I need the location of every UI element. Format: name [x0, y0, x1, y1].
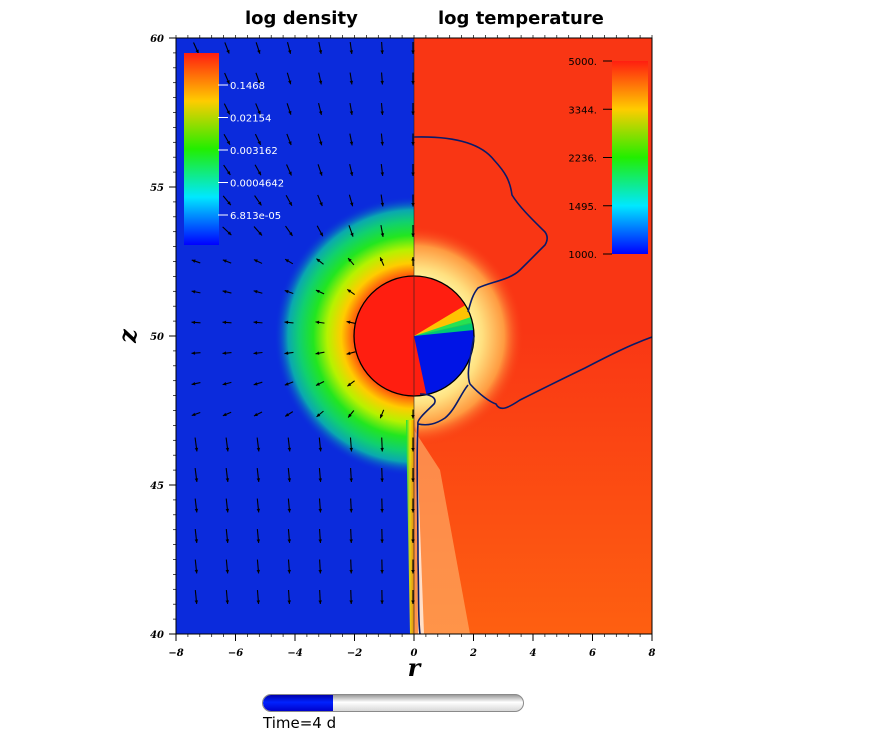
x-tick-label: 0	[411, 648, 418, 659]
temperature-legend-label: 3344.	[568, 105, 597, 116]
x-tick-label: 8	[649, 648, 656, 659]
density-legend-label: 0.0004642	[230, 179, 284, 190]
x-tick-label: 4	[530, 648, 537, 659]
x-tick-label: −2	[347, 648, 362, 659]
y-axis-label: z	[113, 328, 142, 344]
time-label: Time=4 d	[263, 714, 337, 732]
time-progress-bar	[262, 694, 524, 712]
y-tick-label: 60	[150, 34, 164, 45]
temperature-legend-label: 1000.	[568, 250, 597, 261]
y-tick-label: 50	[150, 332, 164, 343]
temperature-contour	[413, 136, 653, 635]
x-axis-label: r	[408, 653, 423, 682]
y-tick-label: 40	[150, 630, 164, 641]
y-tick-label: 55	[150, 183, 164, 194]
velocity-arrows	[190, 41, 415, 605]
x-tick-label: −6	[228, 648, 243, 659]
density-legend-label: 0.003162	[230, 146, 278, 157]
y-tick-label: 45	[150, 481, 164, 492]
x-tick-label: −4	[287, 648, 302, 659]
x-tick-label: 6	[589, 648, 596, 659]
axes: −8 −6 −4 −2 0 2 4 6 8 40 45 50 55 60 r z	[113, 34, 656, 682]
density-legend-label: 0.1468	[230, 81, 265, 92]
density-legend: 0.1468 0.02154 0.003162 0.0004642 6.813e-05	[184, 53, 284, 245]
temperature-legend-label: 2236.	[568, 154, 597, 165]
x-tick-label: −8	[168, 648, 183, 659]
time-progress-fill	[263, 695, 334, 711]
temperature-legend-label: 5000.	[568, 57, 597, 68]
temperature-legend-label: 1495.	[568, 202, 597, 213]
x-tick-label: 2	[469, 648, 477, 659]
temperature-title: log temperature	[438, 8, 604, 29]
density-legend-label: 0.02154	[230, 114, 271, 125]
temperature-legend: 5000. 3344. 2236. 1495. 1000.	[568, 57, 648, 261]
density-legend-label: 6.813e-05	[230, 211, 281, 222]
density-title: log density	[245, 8, 358, 29]
